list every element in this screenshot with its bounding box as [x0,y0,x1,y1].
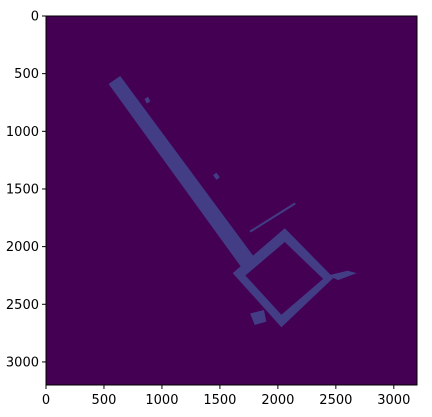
x-tick-label: 500 [92,393,117,408]
x-tick-label: 2000 [261,393,294,408]
plot-area [46,16,417,385]
y-tick-label: 2000 [6,240,39,255]
y-tick-label: 1000 [6,125,39,140]
y-tick-label: 3000 [6,355,39,370]
x-tick-label: 3000 [377,393,410,408]
x-tick-label: 0 [42,393,50,408]
heatmap-background [46,16,417,385]
x-tick-label: 1000 [145,393,178,408]
y-tick-label: 0 [31,10,39,25]
x-tick-label: 1500 [203,393,236,408]
y-tick-label: 500 [14,67,39,82]
y-tick-label: 1500 [6,182,39,197]
x-tick-label: 2500 [319,393,352,408]
y-tick-label: 2500 [6,298,39,313]
